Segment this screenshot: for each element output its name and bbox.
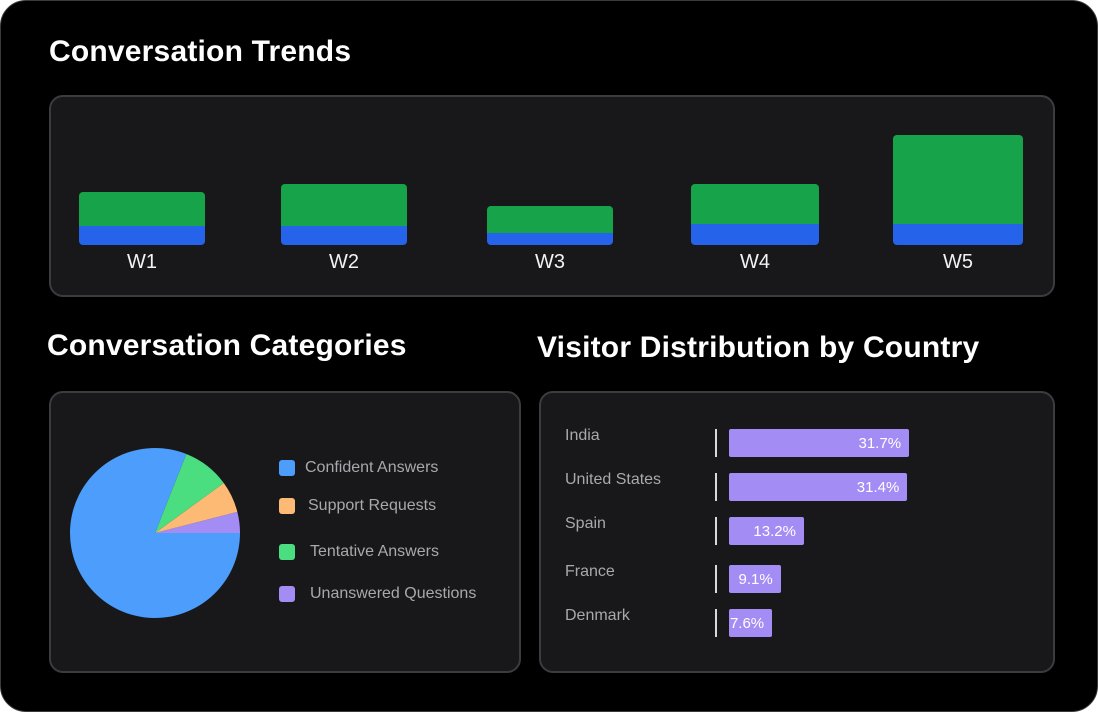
bar-value-label: 31.4% [856,478,900,496]
trend-bar-w5 [893,135,1023,245]
country-bar-france: 9.1% [729,565,781,593]
country-label: Spain [565,515,606,532]
axis-divider [715,517,717,545]
trend-bar-upper-segment [79,192,205,226]
pie-slice-support-requests [155,483,238,533]
conversation-categories-chart: Confident Answers Support Requests Tentati… [49,391,521,673]
country-bar-india: 31.7% [729,429,910,457]
legend-swatch [279,544,295,560]
bar-value-label: 7.6% [729,614,765,632]
legend-label: Tentative Answers [310,543,439,560]
trend-tick-label: W3 [535,251,565,273]
country-bar-united-states: 31.4% [729,473,908,501]
trend-bar-upper-segment [893,135,1023,224]
bar-value-label: 13.2% [753,522,796,540]
legend-swatch [279,586,295,602]
bar-value-label: 9.1% [738,570,773,588]
trend-bar-lower-segment [281,226,407,245]
bar-value-label: 31.7% [858,434,902,452]
conversation-trends-chart: W1 W2 W3 W4 W5 [49,95,1055,297]
legend-item: Support Requests [279,497,436,515]
axis-divider [715,565,717,593]
trend-bar-upper-segment [691,184,819,224]
trend-bar-upper-segment [487,206,613,233]
trend-bar-w3 [487,206,613,245]
legend-label: Confident Answers [305,459,439,476]
axis-divider [715,473,717,501]
country-label: France [565,563,615,580]
legend-label: Support Requests [308,497,437,514]
axis-divider [715,429,717,457]
visitor-distribution-chart: India 31.7% United States 31.4% Spain 13.2% Fr… [539,391,1055,673]
country-bar-spain: 13.2% [729,517,804,545]
country-label: Denmark [565,607,630,624]
visitor-distribution-title: Visitor Distribution by Country [537,331,980,364]
legend-swatch [279,460,295,476]
categories-pie [69,448,241,618]
trend-bar-w2 [281,184,407,245]
trend-tick-label: W4 [740,251,770,273]
legend-label: Unanswered Questions [310,585,477,602]
pie-slice-unanswered-questions [155,511,240,533]
trend-tick-label: W1 [127,251,157,273]
legend-item: Tentative Answers [279,543,439,561]
legend-item: Unanswered Questions [279,585,476,603]
trend-bar-lower-segment [487,233,613,245]
trend-bar-upper-segment [281,184,407,226]
conversation-trends-title: Conversation Trends [49,35,352,68]
country-bar-denmark: 7.6% [729,609,773,637]
conversation-categories-title: Conversation Categories [47,329,407,362]
legend-item: Confident Answers [279,459,438,477]
trend-bar-lower-segment [79,226,205,245]
pie-slice-confident-answers [69,448,241,618]
axis-divider [715,609,717,637]
trend-bar-w1 [79,192,205,245]
country-label: India [565,427,600,444]
trend-bar-w4 [691,184,819,245]
legend-swatch [279,498,295,514]
trend-tick-label: W2 [329,251,359,273]
trend-bar-lower-segment [893,224,1023,245]
trend-tick-label: W5 [943,251,973,273]
trend-bar-lower-segment [691,224,819,245]
country-label: United States [565,471,662,488]
pie-slice-tentative-answers [155,453,224,533]
